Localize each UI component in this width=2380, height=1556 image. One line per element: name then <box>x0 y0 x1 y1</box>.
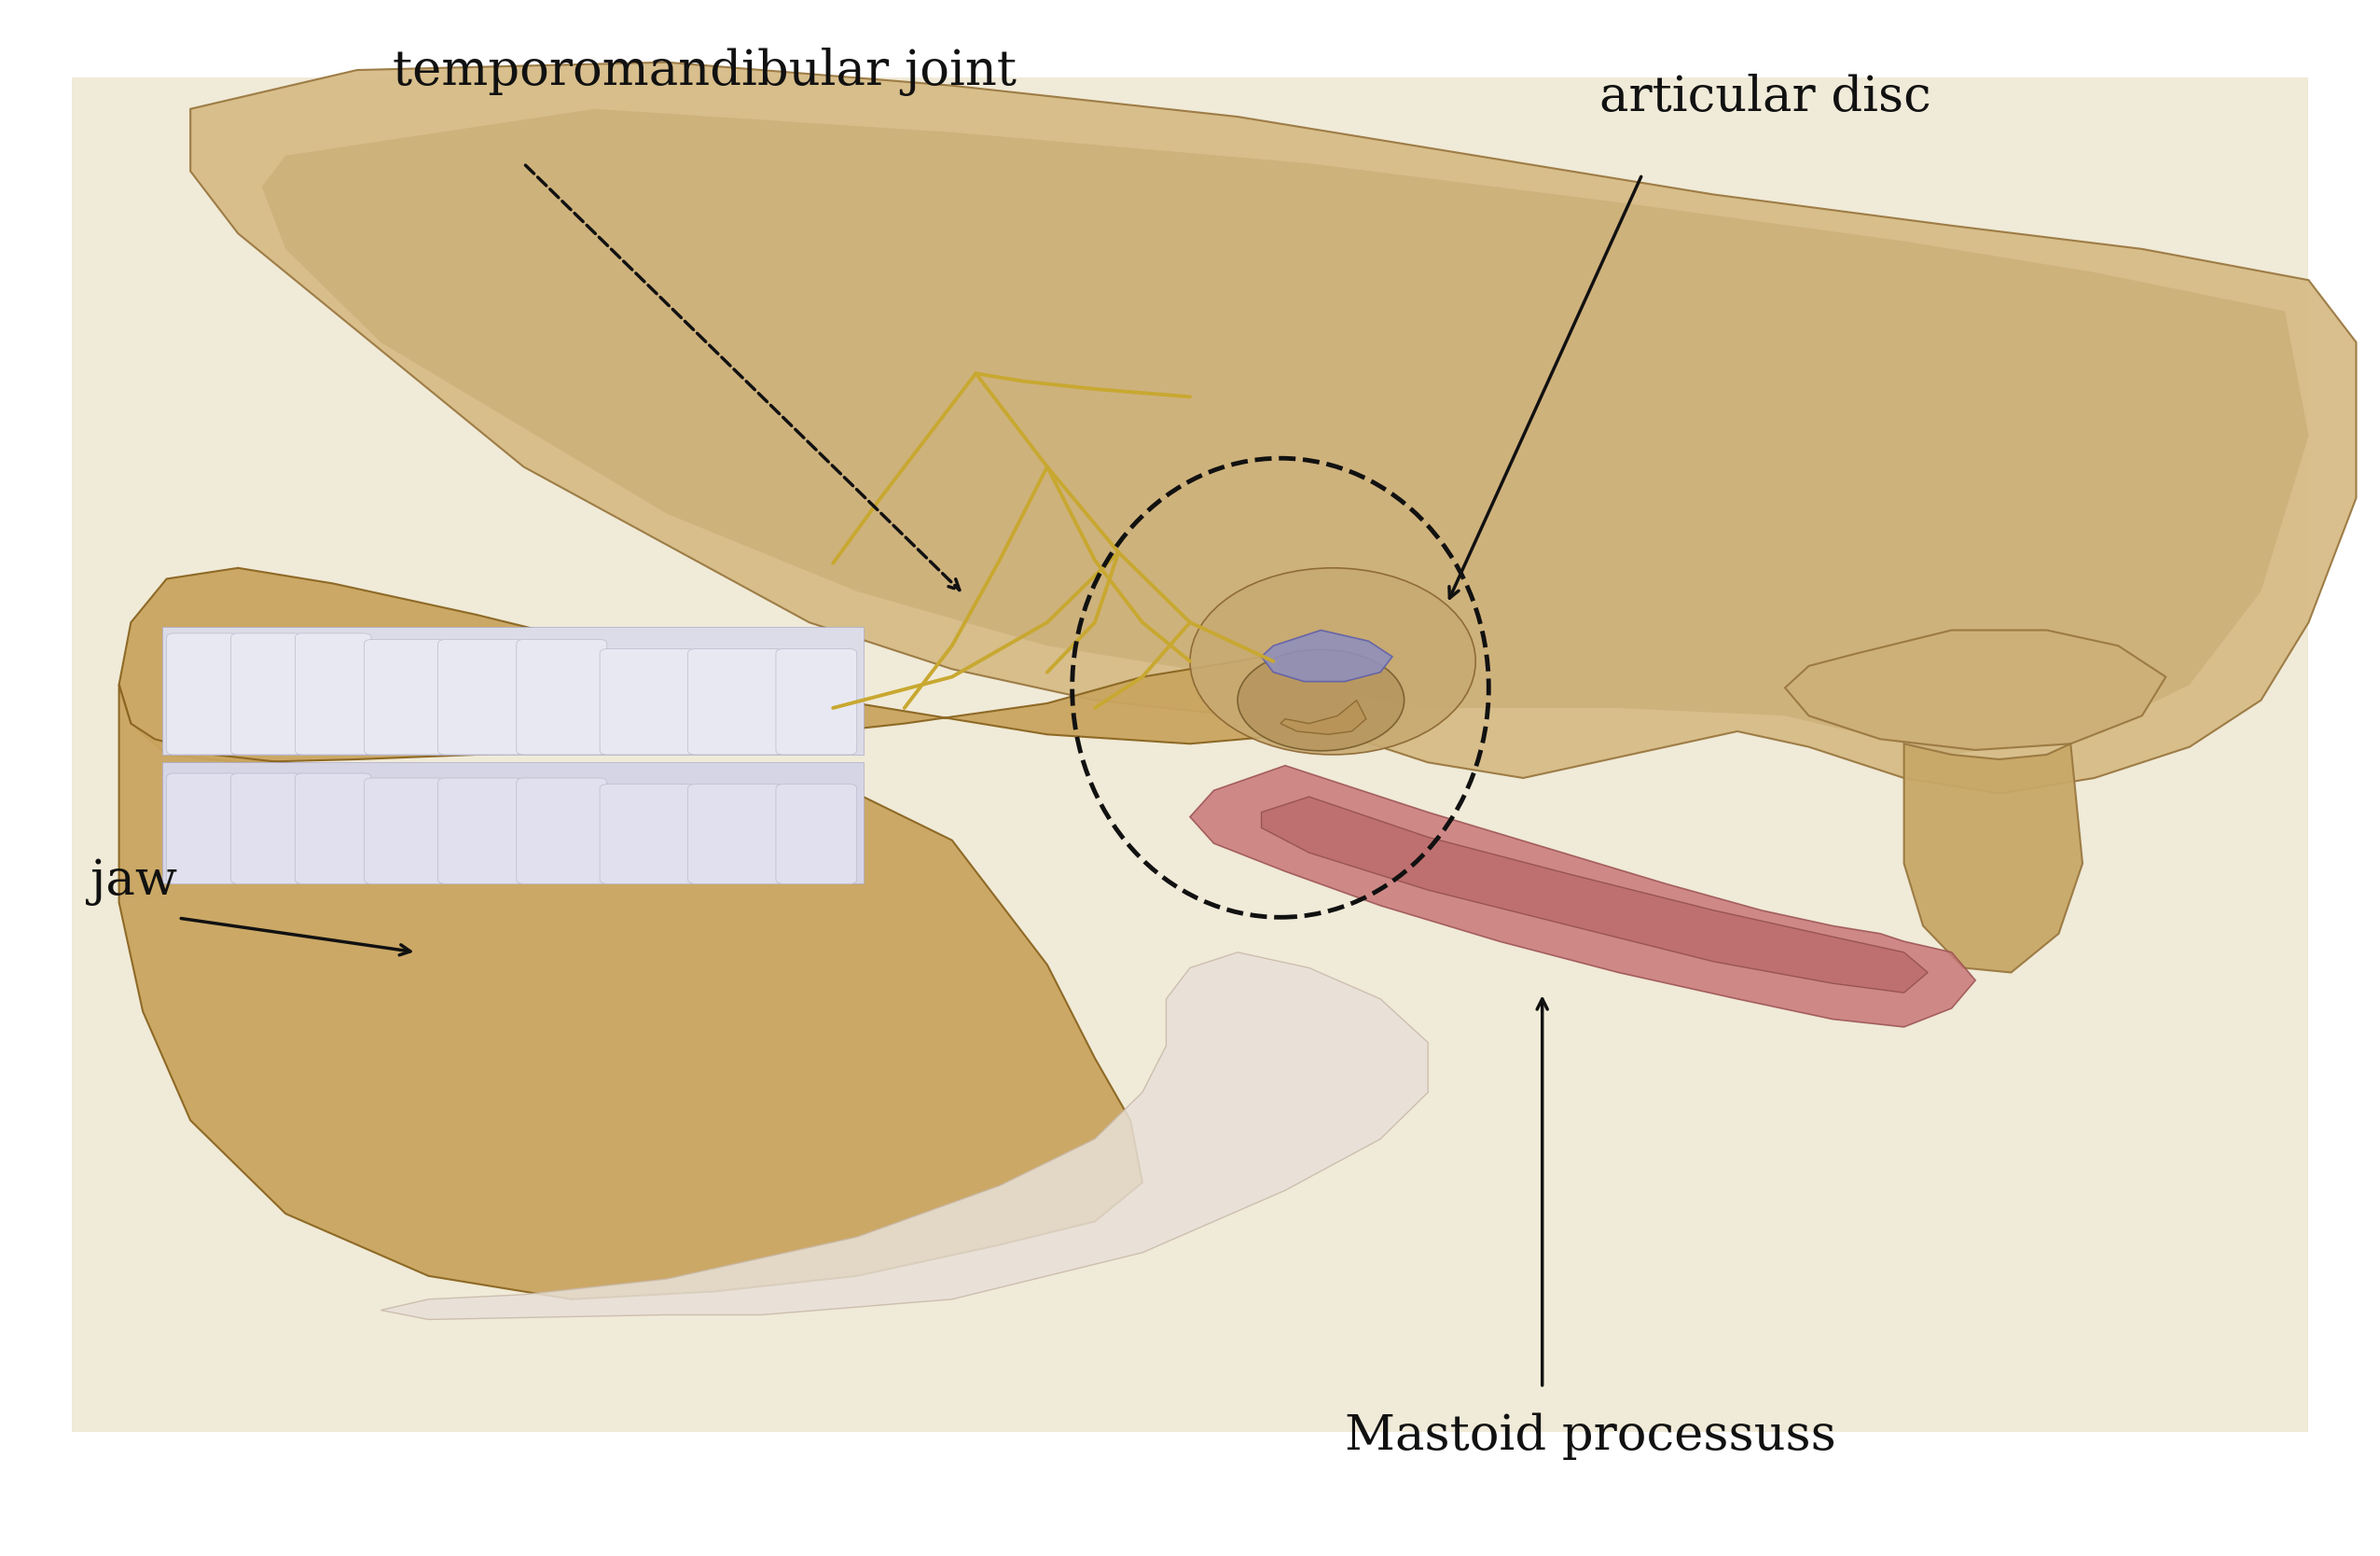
Polygon shape <box>1261 630 1392 682</box>
FancyBboxPatch shape <box>231 633 302 755</box>
Polygon shape <box>1190 766 1975 1027</box>
Polygon shape <box>1904 744 2082 972</box>
FancyBboxPatch shape <box>295 633 371 755</box>
Polygon shape <box>1785 630 2166 750</box>
Text: articular disc: articular disc <box>1599 73 1930 121</box>
FancyBboxPatch shape <box>231 773 302 884</box>
Text: temporomandibular joint: temporomandibular joint <box>393 48 1016 96</box>
FancyBboxPatch shape <box>438 640 524 755</box>
Ellipse shape <box>1238 650 1404 752</box>
Text: jaw: jaw <box>90 857 176 906</box>
FancyBboxPatch shape <box>71 78 2309 1432</box>
FancyBboxPatch shape <box>516 640 607 755</box>
FancyBboxPatch shape <box>688 784 783 884</box>
FancyBboxPatch shape <box>167 633 238 755</box>
FancyBboxPatch shape <box>364 778 445 884</box>
Polygon shape <box>381 952 1428 1319</box>
FancyBboxPatch shape <box>600 649 695 755</box>
Polygon shape <box>1280 700 1366 734</box>
FancyBboxPatch shape <box>776 784 857 884</box>
Polygon shape <box>1261 797 1928 993</box>
Text: Mastoid processuss: Mastoid processuss <box>1345 1411 1835 1460</box>
Polygon shape <box>119 685 1142 1299</box>
Polygon shape <box>190 62 2356 794</box>
FancyBboxPatch shape <box>364 640 445 755</box>
Polygon shape <box>262 109 2309 755</box>
FancyBboxPatch shape <box>688 649 783 755</box>
FancyBboxPatch shape <box>438 778 524 884</box>
FancyBboxPatch shape <box>516 778 607 884</box>
Polygon shape <box>119 568 1357 762</box>
FancyBboxPatch shape <box>162 762 864 884</box>
FancyBboxPatch shape <box>776 649 857 755</box>
FancyBboxPatch shape <box>162 627 864 755</box>
FancyBboxPatch shape <box>600 784 695 884</box>
FancyBboxPatch shape <box>167 773 238 884</box>
FancyBboxPatch shape <box>295 773 371 884</box>
Ellipse shape <box>1190 568 1476 755</box>
